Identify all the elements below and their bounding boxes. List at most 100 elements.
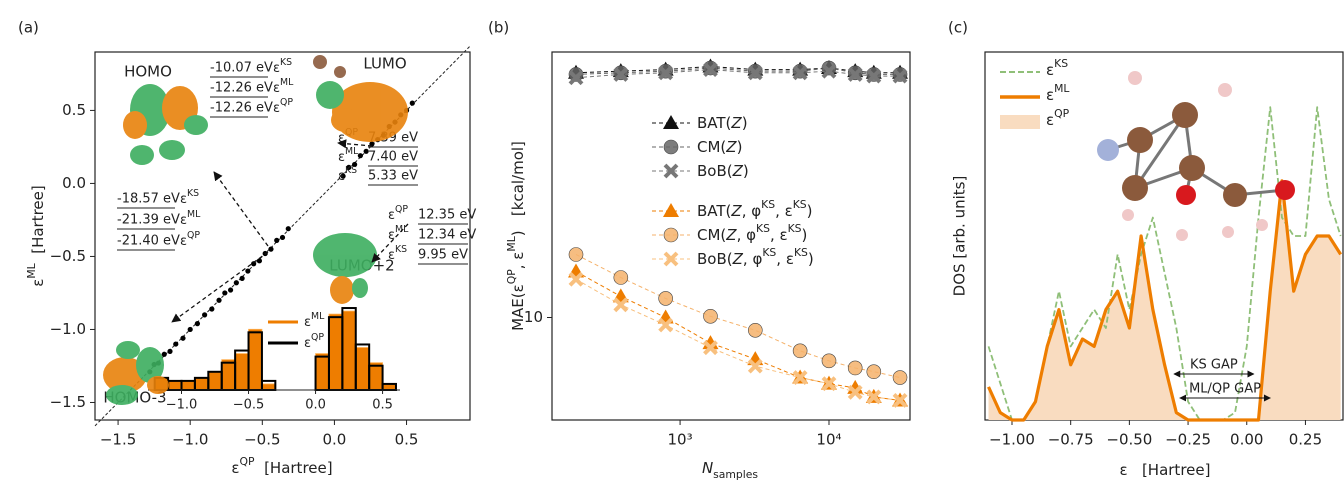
legend-label: BoB(Z, φKS, εKS) [697, 246, 814, 268]
y-axis-label: DOS [arb. units] [951, 176, 969, 297]
point [285, 226, 291, 232]
text-part: ) [737, 138, 743, 156]
text-part: Z [725, 226, 737, 244]
energy-value: -12.26 eV [210, 101, 273, 116]
marker [821, 63, 837, 79]
x-tick-label: 0.5 [395, 431, 419, 449]
legend-label: εQP [304, 332, 324, 351]
legend-marker [663, 115, 679, 129]
energy-value: -12.26 eV [210, 81, 273, 96]
text-part: QP [280, 97, 293, 108]
text-part: CM( [697, 226, 726, 244]
text-part: , ε [509, 252, 527, 270]
x-tick-label: −0.25 [1165, 431, 1211, 449]
legend-marker [663, 227, 679, 243]
hist-bar [368, 362, 383, 391]
x-tick-label: −0.5 [244, 431, 280, 449]
text-part: ε [273, 101, 280, 116]
text-part: ) [807, 202, 813, 220]
legend-label: εQP [1046, 107, 1070, 129]
y-tick-label: 10 [524, 308, 543, 326]
point [363, 148, 369, 154]
text-part: Z [730, 202, 742, 220]
text-part: ε [180, 213, 187, 228]
text-part: ε [273, 81, 280, 96]
marker [703, 62, 718, 78]
text-part: ε [1046, 61, 1054, 79]
marker [658, 317, 674, 333]
text-part: KS [280, 57, 292, 68]
point [161, 351, 167, 357]
marker [892, 68, 908, 84]
marker [821, 353, 837, 369]
hist-bar [355, 347, 370, 391]
orbital-lumo-2 [313, 233, 377, 304]
text-part: KS [395, 244, 407, 255]
text-part: ε [180, 192, 187, 207]
energy-value: -18.57 eV [117, 192, 180, 207]
orbital-lumo [313, 55, 408, 142]
area [988, 180, 1341, 420]
text-part: KS [756, 222, 770, 235]
text-part: ML [25, 263, 38, 278]
series-line [575, 254, 901, 379]
text-part: ML [187, 209, 201, 220]
text-part: ε [338, 131, 345, 146]
marker [703, 308, 718, 324]
point [187, 326, 193, 333]
legend-label: εKS [1046, 57, 1068, 79]
x-tick-label: 10⁴ [816, 431, 841, 449]
marker [658, 291, 673, 306]
point [222, 290, 228, 296]
marker [613, 297, 629, 313]
legend-marker [663, 163, 679, 179]
text-part: ML [280, 77, 294, 88]
x-tick-label: −1.0 [166, 398, 198, 413]
text-part: ε [180, 234, 187, 249]
hist-bar [167, 380, 182, 391]
text-part: ε [1046, 86, 1054, 104]
energy-symbol: εML [273, 77, 294, 96]
text-part: ML [345, 146, 359, 157]
hist-bar [328, 313, 343, 391]
point [256, 258, 263, 264]
text-part: ML [311, 311, 325, 322]
text-part: Z [730, 114, 742, 132]
text-part: QP [240, 455, 255, 468]
point [180, 335, 186, 341]
point [202, 312, 208, 318]
x-tick-label: 0.5 [372, 398, 393, 413]
series-line [575, 271, 901, 401]
legend-label: BAT(Z) [697, 114, 748, 132]
text-part: MAE(ε [509, 284, 527, 331]
energy-value: -10.07 eV [210, 61, 273, 76]
text-part: [Hartree] [255, 459, 333, 477]
marker [613, 67, 629, 82]
text-part: , ε [775, 202, 793, 220]
text-part: ε [338, 150, 345, 165]
text-part: ML [505, 236, 518, 251]
energy-value: -21.40 eV [117, 234, 180, 249]
marker [703, 340, 718, 356]
text-part: , ε [770, 226, 788, 244]
energy-symbol: εML [338, 146, 359, 165]
text-part: [Hartree] [1128, 461, 1211, 479]
y-tick-label: 0.5 [62, 101, 86, 119]
text-part: N [702, 459, 713, 477]
x-tick-label: 0.25 [1289, 431, 1322, 449]
point [167, 348, 173, 354]
marker [658, 65, 674, 81]
text-part: KS [1054, 57, 1068, 70]
text-part: BAT( [697, 202, 731, 220]
hist-bar [221, 359, 236, 391]
text-part: BoB( [697, 250, 733, 268]
text-part: QP [505, 269, 518, 284]
marker [613, 270, 629, 285]
energy-symbol: εQP [273, 97, 293, 116]
text-part: ML [1054, 82, 1069, 95]
text-part: ε [273, 61, 280, 76]
hist-bar [315, 353, 330, 391]
x-axis-label: εQP [Hartree] [231, 455, 332, 477]
text-part: ε [1120, 461, 1128, 479]
